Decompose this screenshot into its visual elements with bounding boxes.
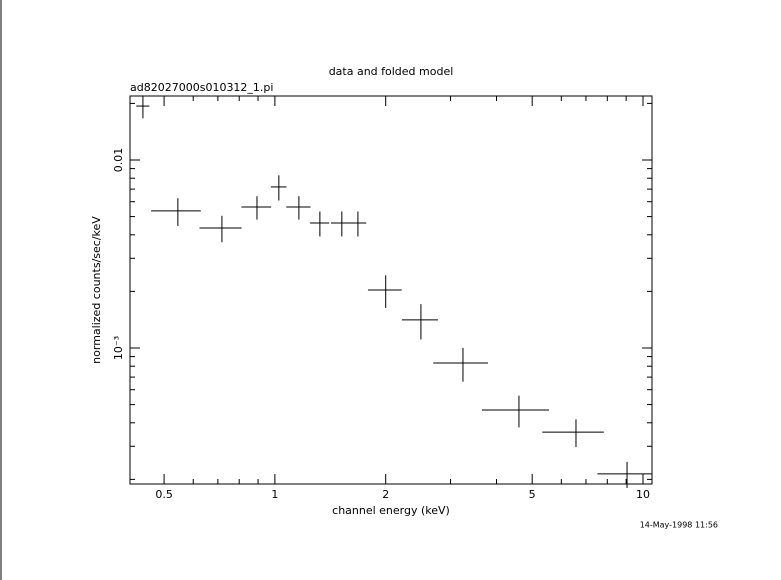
x-tick-label: 2 [382,488,389,501]
x-tick-label: 10 [636,488,650,501]
plot-frame [129,95,653,485]
x-axis-label: channel energy (keV) [332,504,450,517]
x-tick-label: 0.5 [155,488,173,501]
chart-subtitle: ad82027000s010312_1.pi [130,81,273,94]
y-axis-label: normalized counts/sec/keV [90,216,103,364]
x-tick-label: 1 [271,488,278,501]
timestamp: 14-May-1998 11:56 [640,521,718,530]
y-tick-label: 0.01 [112,148,125,173]
y-tick-label: 10⁻³ [112,336,125,360]
chart-title: data and folded model [329,65,454,78]
x-tick-label: 5 [529,488,536,501]
